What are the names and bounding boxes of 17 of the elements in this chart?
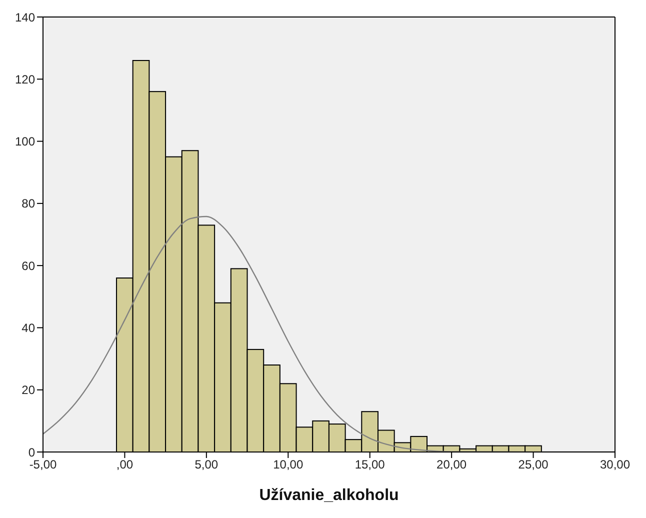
x-axis-title: Užívanie_alkoholu	[259, 487, 399, 504]
y-tick-label: 20	[22, 383, 36, 398]
y-tick-label: 60	[22, 258, 36, 273]
y-tick-label: 100	[14, 134, 36, 149]
x-tick-label: 10,00	[273, 458, 304, 472]
x-tick-label: ,00	[116, 458, 134, 472]
y-tick-label: 120	[14, 72, 36, 86]
y-tick-label: 80	[22, 196, 36, 211]
x-tick-label: 15,00	[354, 458, 386, 472]
x-tick-label: 30,00	[600, 458, 630, 472]
x-tick-label: -5,00	[29, 458, 57, 472]
x-tick-label: 20,00	[436, 458, 467, 472]
x-tick-label: 5,00	[194, 458, 218, 472]
y-tick-label: 0	[28, 445, 36, 460]
x-tick-label: 25,00	[518, 458, 549, 472]
y-tick-label: 140	[14, 10, 36, 24]
y-tick-label: 40	[22, 320, 36, 335]
